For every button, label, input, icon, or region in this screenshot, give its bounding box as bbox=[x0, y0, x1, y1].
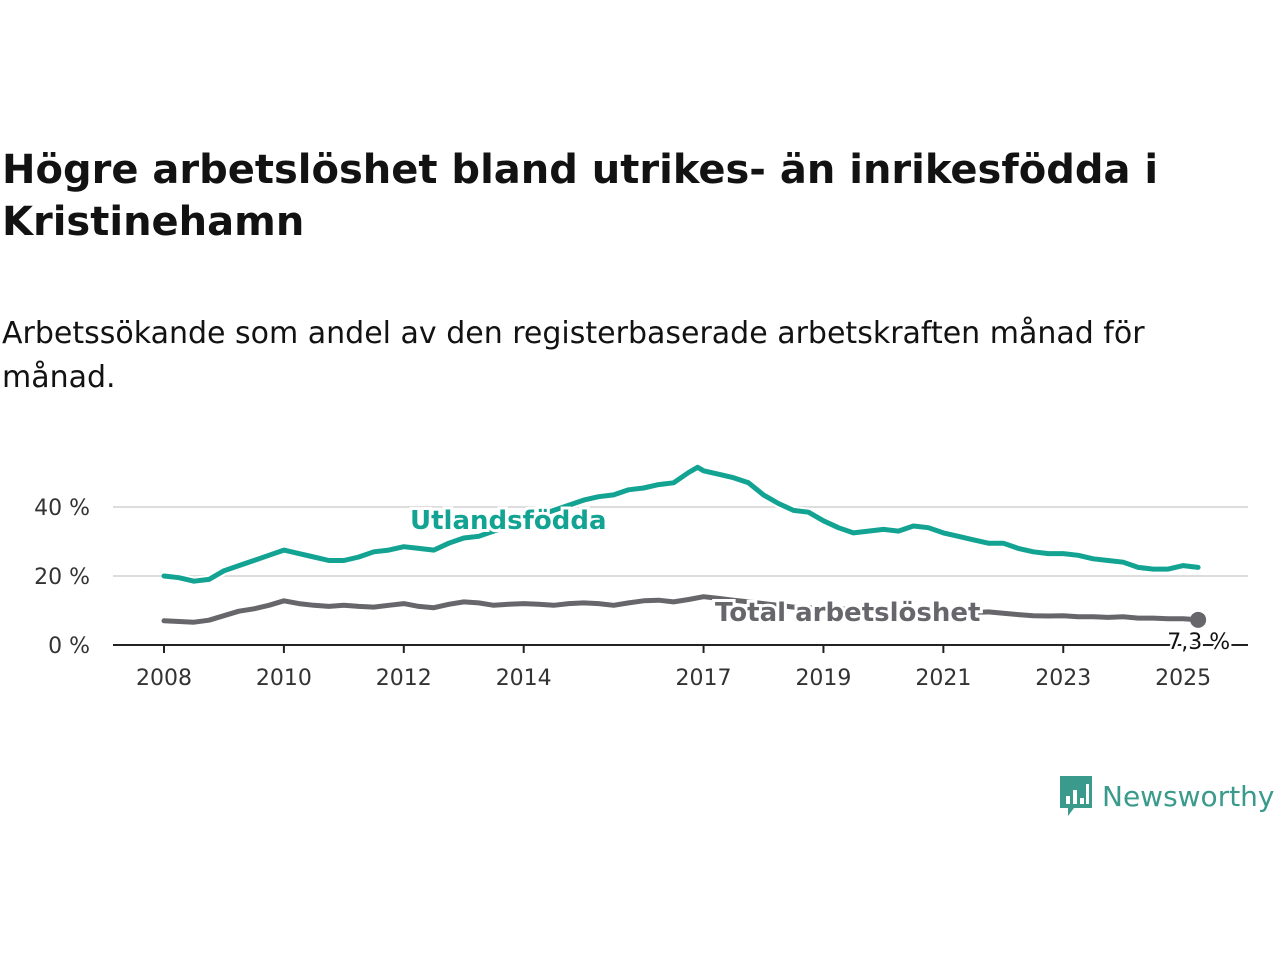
x-tick-label: 2012 bbox=[376, 666, 432, 691]
series-line-total-arbetslöshet bbox=[161, 594, 1201, 625]
y-axis: 0 % 20 % 40 % bbox=[34, 496, 90, 659]
series-lines bbox=[161, 462, 1201, 627]
y-tick-label: 40 % bbox=[34, 496, 90, 521]
series-label-utlandsfodda: Utlandsfödda bbox=[410, 506, 607, 536]
x-tick-label: 2023 bbox=[1035, 666, 1091, 691]
chart-title: Högre arbetslöshet bland utrikes- än inr… bbox=[2, 147, 1159, 245]
chart-subtitle: Arbetssökande som andel av den registerb… bbox=[2, 316, 1145, 395]
series-label-total: Total arbetslöshet bbox=[715, 598, 980, 628]
x-tick-label: 2014 bbox=[496, 666, 552, 691]
x-tick-label: 2025 bbox=[1155, 666, 1211, 691]
x-tick-label: 2021 bbox=[915, 666, 971, 691]
gridlines bbox=[113, 506, 1248, 577]
series-halo bbox=[163, 462, 1199, 586]
x-tick-label: 2019 bbox=[795, 666, 851, 691]
x-tick-label: 2017 bbox=[676, 666, 732, 691]
x-tick-label: 2008 bbox=[136, 666, 192, 691]
end-value-label: 7,3 % bbox=[1167, 630, 1230, 655]
x-tick-label: 2010 bbox=[256, 666, 312, 691]
x-axis: 2008 2010 2012 2014 2017 2019 2021 2023 2025 bbox=[113, 644, 1248, 691]
series-line-utlandsfödda bbox=[161, 464, 1201, 584]
series-labels: Utlandsfödda Total arbetslöshet 7,3 % bbox=[407, 503, 1233, 658]
newsworthy-logo-icon bbox=[1060, 776, 1092, 816]
brand-logo: Newsworthy bbox=[1058, 772, 1275, 820]
line-chart: 0 % 20 % 40 % 2008 2010 2012 2014 2017 2019 2021… bbox=[34, 462, 1248, 691]
y-tick-label: 0 % bbox=[48, 634, 90, 659]
brand-name: Newsworthy bbox=[1102, 779, 1275, 813]
y-tick-label: 20 % bbox=[34, 565, 90, 590]
end-point bbox=[1190, 611, 1207, 628]
